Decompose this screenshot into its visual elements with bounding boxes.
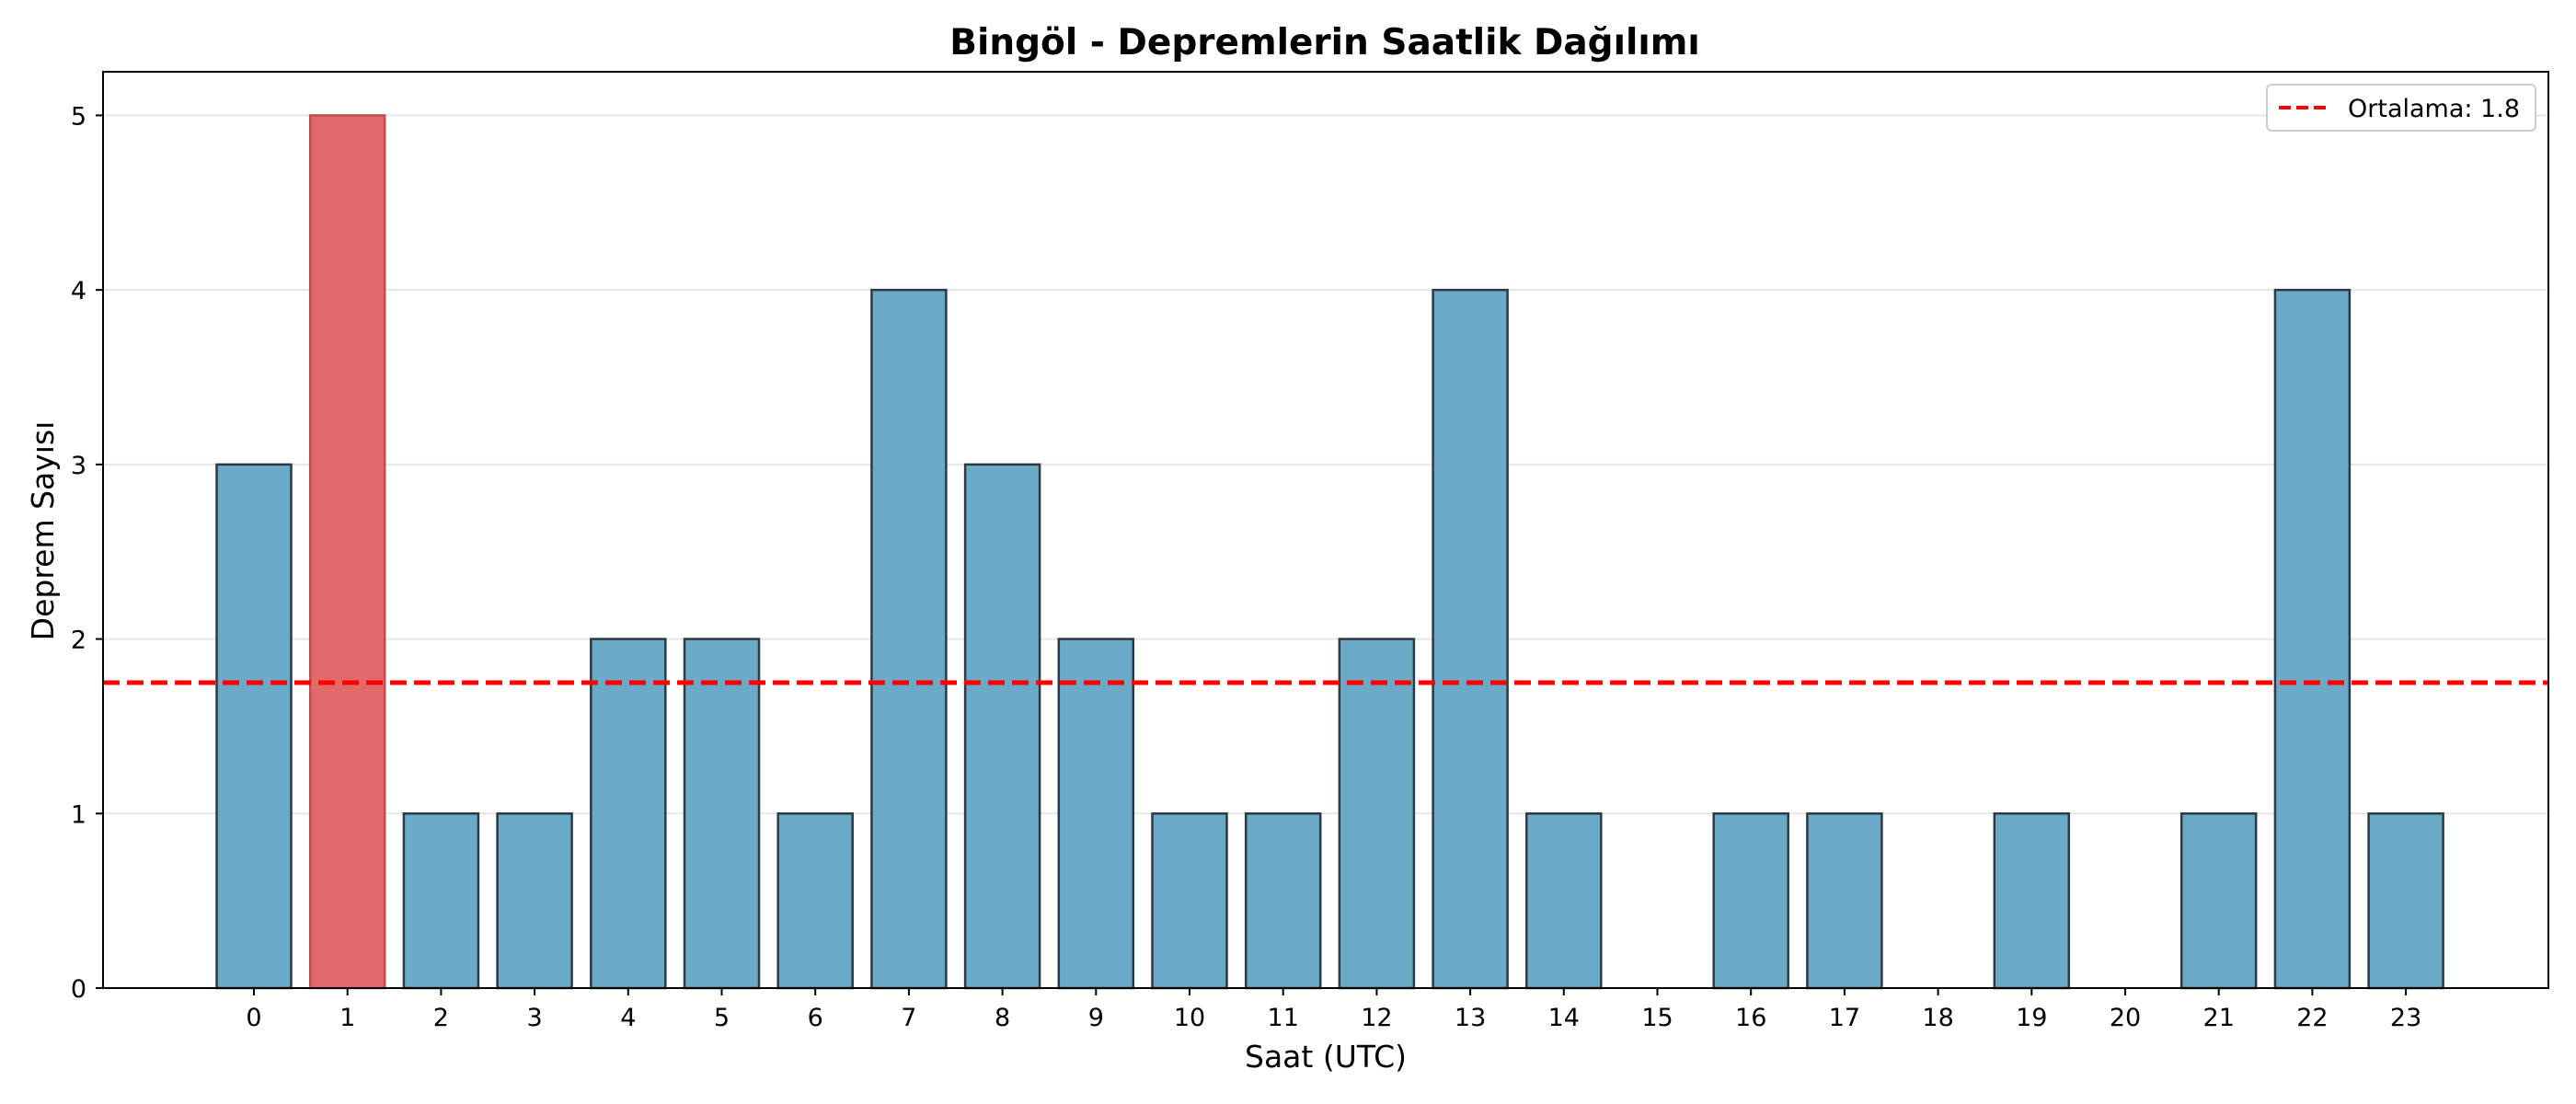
x-tick-label: 17 bbox=[1829, 1004, 1860, 1032]
x-tick-label: 11 bbox=[1268, 1004, 1299, 1032]
y-tick-label: 1 bbox=[71, 800, 86, 829]
y-tick-label: 2 bbox=[71, 627, 86, 655]
x-tick-label: 19 bbox=[2016, 1004, 2047, 1032]
x-tick-label: 16 bbox=[1735, 1004, 1766, 1032]
legend-box bbox=[2266, 84, 2536, 132]
x-tick-label: 2 bbox=[433, 1004, 449, 1032]
plot-frame bbox=[102, 71, 2549, 989]
bar-11 bbox=[1244, 812, 1322, 990]
bar-0 bbox=[215, 463, 293, 990]
x-tick-label: 10 bbox=[1174, 1004, 1205, 1032]
bar-23 bbox=[2367, 812, 2444, 990]
bar-1 bbox=[308, 114, 386, 990]
bar-10 bbox=[1151, 812, 1228, 990]
bar-9 bbox=[1057, 638, 1135, 990]
x-tick-label: 9 bbox=[1088, 1004, 1104, 1032]
x-tick-label: 14 bbox=[1548, 1004, 1580, 1032]
bars bbox=[215, 114, 2444, 990]
y-axis-label: Deprem Sayısı bbox=[25, 421, 61, 641]
x-tick-label: 7 bbox=[901, 1004, 916, 1032]
x-tick-label: 1 bbox=[339, 1004, 355, 1032]
legend: Ortalama: 1.8 bbox=[2266, 84, 2536, 132]
x-axis-label: Saat (UTC) bbox=[1245, 1039, 1407, 1075]
bar-3 bbox=[496, 812, 573, 990]
bar-5 bbox=[683, 638, 761, 990]
bar-13 bbox=[1432, 288, 1509, 990]
x-tick-label: 15 bbox=[1641, 1004, 1673, 1032]
chart-title: Bingöl - Depremlerin Saatlik Dağılımı bbox=[949, 22, 1699, 63]
bar-21 bbox=[2179, 812, 2258, 990]
x-tick-label: 6 bbox=[808, 1004, 823, 1032]
x-tick-label: 20 bbox=[2110, 1004, 2141, 1032]
x-tick-label: 18 bbox=[1922, 1004, 1953, 1032]
bar-14 bbox=[1525, 812, 1603, 990]
bar-8 bbox=[963, 463, 1041, 990]
x-tick-label: 12 bbox=[1361, 1004, 1392, 1032]
y-tick-label: 0 bbox=[71, 975, 86, 1004]
x-tick-label: 22 bbox=[2296, 1004, 2328, 1032]
x-ticks: 0 1 2 3 4 5 6 7 8 9 10 11 12 13 14 15 16 17 18 19 20 21 22 23 bbox=[246, 988, 2421, 1032]
bar-7 bbox=[870, 288, 948, 990]
x-tick-label: 5 bbox=[714, 1004, 730, 1032]
x-tick-label: 8 bbox=[995, 1004, 1010, 1032]
x-tick-label: 13 bbox=[1455, 1004, 1486, 1032]
bar-22 bbox=[2273, 288, 2352, 990]
bar-17 bbox=[1806, 812, 1883, 990]
bar-12 bbox=[1338, 638, 1416, 990]
x-tick-label: 4 bbox=[620, 1004, 636, 1032]
y-tick-label: 5 bbox=[71, 102, 86, 131]
x-tick-label: 21 bbox=[2203, 1004, 2235, 1032]
y-ticks: 0 1 2 3 4 5 bbox=[71, 102, 103, 1004]
bar-6 bbox=[776, 812, 854, 990]
bar-19 bbox=[1993, 812, 2071, 990]
bar-4 bbox=[590, 638, 667, 990]
legend-label-mean: Ortalama: 1.8 bbox=[2348, 95, 2520, 123]
bar-16 bbox=[1712, 812, 1789, 990]
x-tick-label: 0 bbox=[246, 1004, 261, 1032]
y-tick-label: 4 bbox=[71, 277, 86, 305]
x-tick-label: 23 bbox=[2390, 1004, 2421, 1032]
bar-2 bbox=[402, 812, 480, 990]
x-tick-label: 3 bbox=[527, 1004, 543, 1032]
y-tick-label: 3 bbox=[71, 452, 86, 480]
